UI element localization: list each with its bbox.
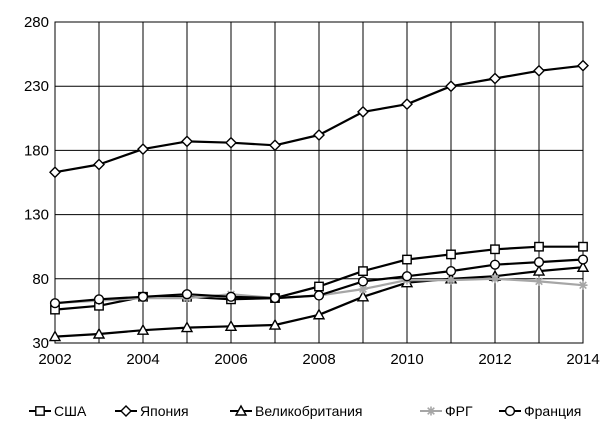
x-tick-label: 2014 (566, 351, 599, 368)
y-tick-label: 130 (24, 207, 49, 224)
data-point (357, 276, 369, 287)
axes (54, 21, 584, 344)
data-point (358, 284, 368, 294)
data-point (181, 135, 193, 148)
y-tick-label: 280 (24, 14, 49, 31)
data-point (445, 265, 457, 277)
legend-label: Япония (140, 403, 189, 419)
data-point (446, 249, 456, 260)
data-point (136, 323, 150, 335)
x-tick-label: 2006 (214, 351, 247, 368)
data-point (445, 80, 457, 93)
data-point (577, 254, 589, 265)
plot-area-border (54, 21, 584, 344)
data-point (137, 291, 149, 302)
data-point (314, 281, 324, 292)
data-point (93, 294, 105, 305)
data-point (356, 290, 370, 302)
data-point (490, 244, 500, 255)
data-point (137, 143, 149, 156)
data-point (180, 321, 194, 333)
data-point (401, 98, 413, 111)
y-tick-label: 180 (24, 142, 49, 159)
y-tick-label: 30 (32, 335, 49, 352)
x-tick-label: 2012 (478, 351, 511, 368)
x-tick-label: 2004 (126, 351, 159, 368)
legend-item: Япония (115, 403, 189, 419)
x-tick-label: 2010 (390, 351, 423, 368)
data-point (534, 241, 544, 252)
data-point (269, 139, 281, 152)
data-point (578, 241, 588, 252)
data-point (489, 72, 501, 85)
data-point (313, 290, 325, 301)
legend-item: Великобритания (230, 403, 363, 419)
data-point (578, 280, 588, 290)
data-point (490, 274, 500, 284)
data-point (357, 105, 369, 118)
data-point (446, 275, 456, 285)
legend-label: ФРГ (445, 403, 473, 419)
legend-label: Франция (524, 403, 581, 419)
data-point (532, 264, 546, 276)
x-tick-label: 2008 (302, 351, 335, 368)
data-point (533, 64, 545, 77)
data-point (224, 319, 238, 332)
data-point (49, 166, 61, 179)
legend-item: Франция (499, 403, 581, 419)
legend-item: США (29, 403, 87, 419)
series-circle (49, 254, 589, 309)
legend-label: США (54, 403, 87, 419)
series-group (48, 59, 590, 342)
legend-swatch-marker (234, 404, 248, 416)
data-point (576, 260, 590, 272)
data-point (533, 257, 545, 268)
data-point (92, 327, 106, 339)
data-point (225, 136, 237, 149)
legend-swatch-marker (504, 405, 516, 417)
legend-swatch-marker (35, 406, 45, 416)
data-point (268, 318, 282, 330)
legend-item: ФРГ (420, 403, 473, 419)
data-point (489, 259, 501, 270)
data-point (48, 330, 62, 342)
y-tick-label: 230 (24, 78, 49, 95)
y-tick-label: 80 (32, 271, 49, 288)
legend: США Япония Великобритания ФРГ Франция (29, 403, 581, 419)
legend-swatch-marker (426, 406, 436, 416)
legend-label: Великобритания (255, 403, 363, 419)
data-point (225, 291, 237, 302)
data-point (358, 266, 368, 276)
data-point (577, 59, 589, 72)
tick-labels: 30 80 130 180 230 280 2002 2004 2006 2008 2010 2012… (24, 14, 600, 368)
data-point (49, 298, 61, 309)
data-point (402, 254, 412, 265)
data-point (269, 292, 281, 304)
data-point (534, 276, 544, 286)
data-point (181, 289, 193, 300)
data-point (313, 129, 325, 141)
data-point (312, 308, 326, 320)
legend-swatch-marker (120, 405, 132, 417)
series-diamond (49, 59, 589, 179)
data-point (401, 271, 413, 282)
x-tick-label: 2002 (38, 351, 71, 368)
data-point (93, 158, 105, 171)
